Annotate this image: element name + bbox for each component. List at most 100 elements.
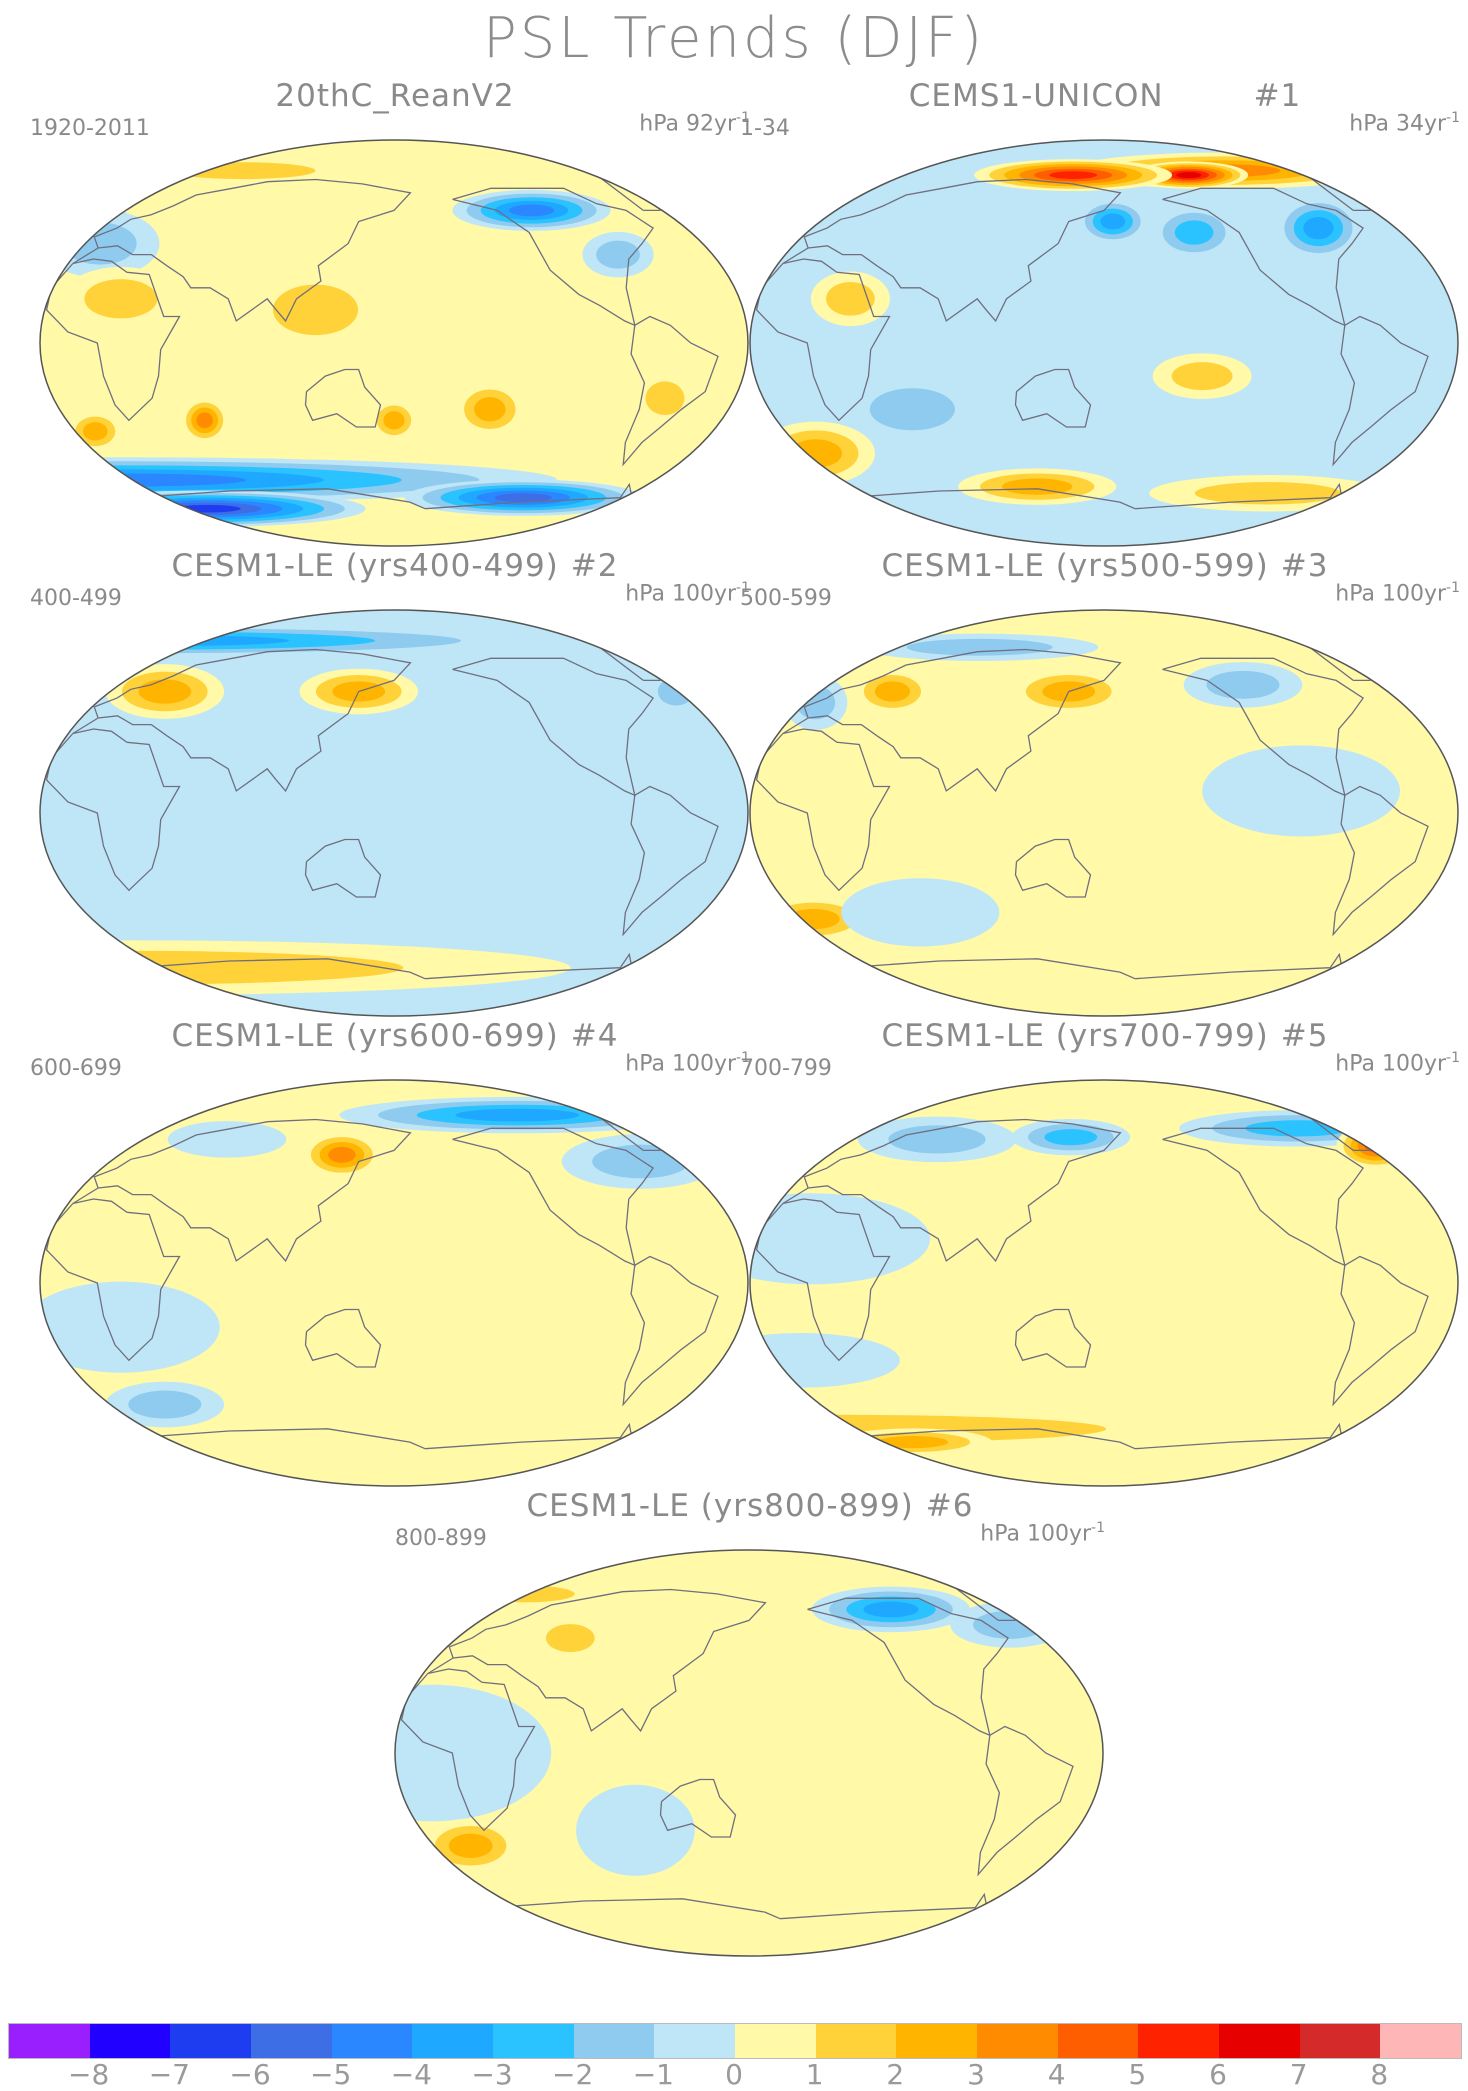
contour-region — [167, 1121, 287, 1158]
coastline — [622, 1255, 719, 1407]
panel-period: 1-34 — [740, 116, 790, 141]
units-text: hPa 100yr — [980, 1521, 1092, 1547]
coastline — [135, 482, 634, 510]
contour-region — [446, 1580, 606, 1608]
contour-region — [1171, 362, 1233, 391]
coastline — [72, 1118, 412, 1263]
panel-title: CESM1-LE (yrs500-599) #3 — [740, 548, 1468, 584]
panel-number: #1 — [1253, 78, 1302, 114]
colorbar-swatch — [89, 2024, 171, 2058]
units-exponent: -1 — [1446, 110, 1460, 126]
trend-map — [39, 1079, 749, 1487]
coastline — [1014, 368, 1092, 428]
units-text: hPa 100yr — [1335, 581, 1447, 607]
contour-region — [508, 204, 555, 217]
contour-region — [1044, 1129, 1098, 1146]
contour-region — [40, 733, 218, 848]
panel-title: CEMS1-UNICON #1 — [740, 78, 1468, 114]
contour-region — [494, 493, 553, 503]
panel-period: 600-699 — [30, 1056, 122, 1081]
coastline — [755, 258, 891, 422]
units-text: hPa 100yr — [1335, 1051, 1447, 1077]
contour-region — [1202, 745, 1400, 837]
panel-title-text: CEMS1-UNICON — [908, 78, 1164, 114]
contour-region — [1206, 670, 1280, 699]
coastline — [304, 838, 382, 898]
colorbar-tick-label: −7 — [148, 2058, 190, 2091]
panel-period: 400-499 — [30, 586, 122, 611]
panel-title-text: CESM1-LE (yrs500-599) — [881, 548, 1269, 584]
contour-region — [576, 1784, 695, 1876]
map-border — [39, 139, 749, 547]
map-panel: 20thC_ReanV2 1920-2011 hPa 92yr-1 — [30, 78, 760, 548]
contour-region — [196, 412, 213, 429]
map-border — [39, 1079, 749, 1487]
panel-period: 1920-2011 — [30, 116, 150, 141]
panel-number: #3 — [1280, 548, 1329, 584]
units-exponent: -1 — [1446, 1050, 1460, 1066]
panel-title: 20thC_ReanV2 — [30, 78, 760, 114]
colorbar-tick-label: −8 — [68, 2058, 110, 2091]
colorbar — [8, 2023, 1462, 2059]
contour-region — [545, 1624, 595, 1653]
contour-region — [863, 1601, 919, 1618]
colorbar-tick-label: 7 — [1289, 2058, 1308, 2091]
colorbar-swatch — [735, 2024, 816, 2058]
contour-region — [477, 1585, 575, 1603]
coastline — [304, 368, 382, 428]
contour-region — [841, 878, 1000, 947]
panel-units: hPa 100yr-1 — [1335, 580, 1460, 606]
units-exponent: -1 — [1446, 580, 1460, 596]
contour-region — [607, 811, 727, 903]
contour-region — [328, 1146, 356, 1163]
contour-region — [1049, 171, 1098, 179]
coastline — [755, 728, 891, 892]
contour-region — [82, 422, 108, 441]
panel-units: hPa 100yr-1 — [1335, 1050, 1460, 1076]
colorbar-swatch — [896, 2024, 978, 2058]
map-border — [749, 139, 1459, 547]
coastline — [807, 1597, 1010, 1737]
map-panel: CESM1-LE (yrs700-799) #5 700-799 hPa 100yr-… — [740, 1018, 1468, 1488]
panel-title: CESM1-LE (yrs700-799) #5 — [740, 1018, 1468, 1054]
colorbar-tick-label: 5 — [1128, 2058, 1147, 2091]
colorbar-tick-label: 2 — [886, 2058, 905, 2091]
colorbar-swatch — [1138, 2024, 1220, 2058]
coastline — [45, 1198, 181, 1362]
panel-title: CESM1-LE (yrs600-699) #4 — [30, 1018, 760, 1054]
units-text: hPa 92yr — [639, 111, 737, 137]
units-exponent: -1 — [736, 1050, 750, 1066]
colorbar-swatch — [654, 2024, 736, 2058]
colorbar-swatch — [815, 2024, 897, 2058]
panel-units: hPa 34yr-1 — [1349, 110, 1460, 136]
panel-units: hPa 92yr-1 — [639, 110, 750, 136]
colorbar-swatch — [331, 2024, 413, 2058]
units-exponent: -1 — [736, 110, 750, 126]
map-panel: CESM1-LE (yrs600-699) #4 600-699 hPa 100yr-… — [30, 1018, 760, 1488]
coastline — [1332, 1255, 1429, 1407]
coastline — [45, 728, 181, 892]
contour-region — [128, 1390, 202, 1419]
map-border — [749, 1079, 1459, 1487]
figure-title: PSL Trends (DJF) — [482, 6, 986, 71]
contour-region — [40, 1281, 220, 1373]
map-panel: CESM1-LE (yrs500-599) #3 500-599 hPa 100yr-… — [740, 548, 1468, 1018]
panel-number: #4 — [570, 1018, 619, 1054]
coastline — [1332, 785, 1429, 937]
panel-title-text: CESM1-LE (yrs600-699) — [171, 1018, 559, 1054]
panel-number: #5 — [1280, 1018, 1329, 1054]
colorbar-swatch — [9, 2024, 90, 2058]
coastline — [845, 482, 1344, 510]
contour-region — [473, 397, 506, 422]
coastline — [977, 1725, 1074, 1877]
contour-region — [888, 1125, 986, 1154]
panel-units: hPa 100yr-1 — [625, 1050, 750, 1076]
colorbar-tick-label: −2 — [552, 2058, 594, 2091]
coastline — [782, 178, 1122, 323]
contour-region — [592, 1144, 690, 1179]
contour-region — [1100, 213, 1126, 230]
colorbar-swatch — [251, 2024, 332, 2058]
coastline — [72, 648, 412, 793]
colorbar-tick-label: −4 — [390, 2058, 432, 2091]
contour-region — [874, 681, 911, 702]
